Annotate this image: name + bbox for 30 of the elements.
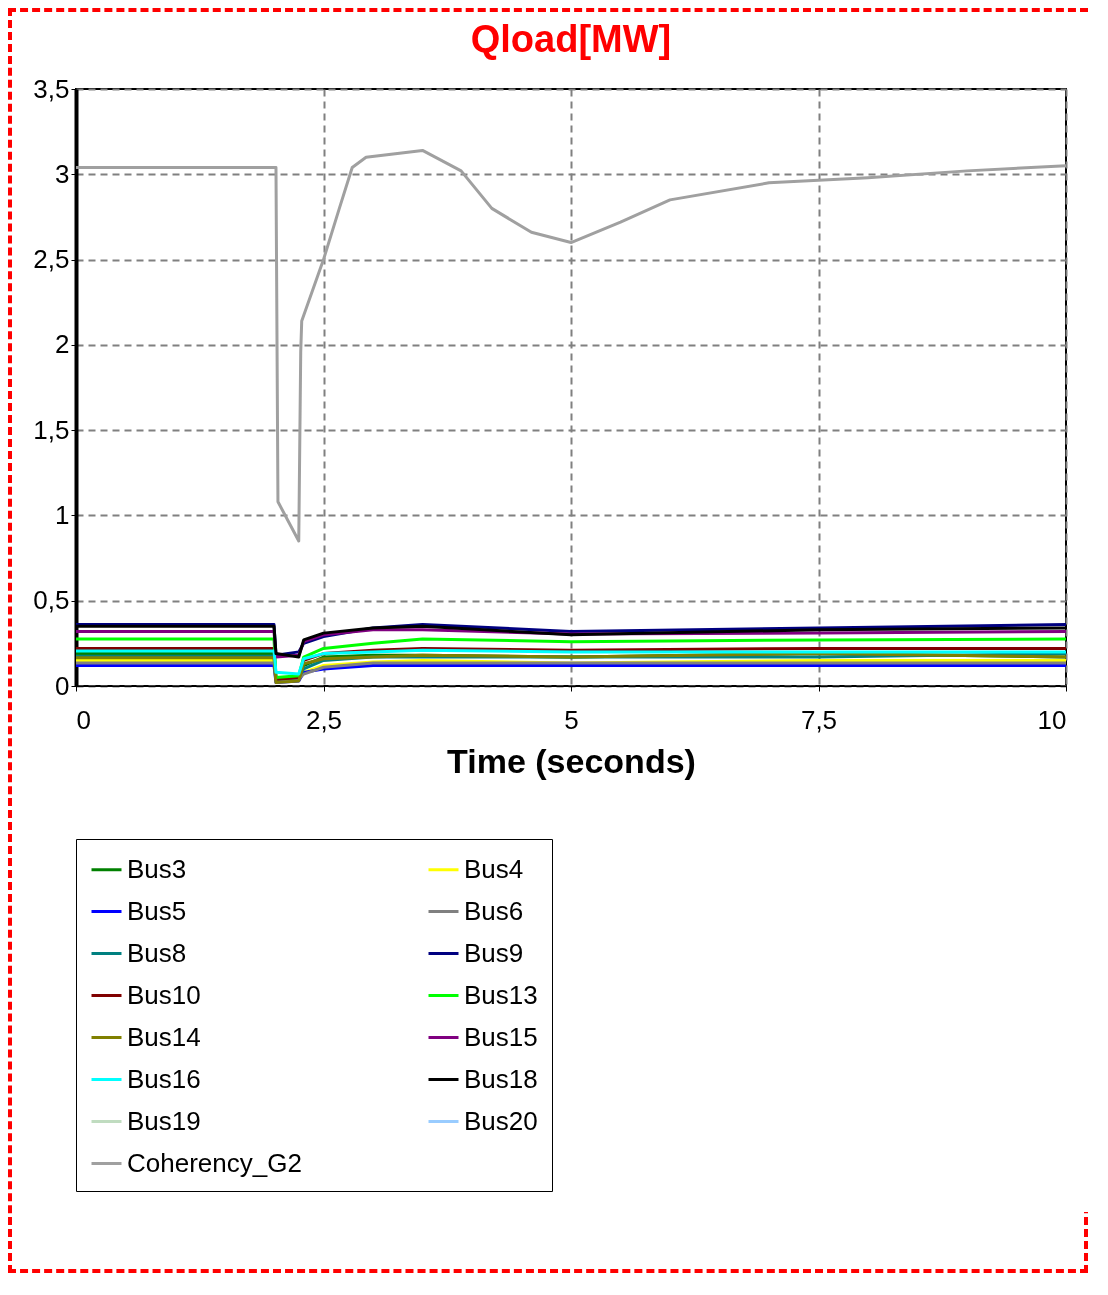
legend-label: Bus10 (127, 979, 201, 1010)
y-tick-label: 1,5 (33, 414, 70, 445)
legend-label: Bus16 (127, 1063, 201, 1094)
legend-label: Bus3 (127, 853, 187, 884)
legend-label: Bus13 (464, 979, 538, 1010)
x-tick-label: 2,5 (305, 704, 343, 735)
legend-label: Bus5 (127, 895, 187, 926)
legend-label: Bus14 (127, 1021, 201, 1052)
y-tick-label: 0,5 (33, 585, 70, 616)
legend-label: Bus19 (127, 1105, 201, 1136)
x-tick-label: 0 (76, 704, 91, 735)
x-tick-label: 10 (1037, 704, 1067, 735)
legend-label: Bus4 (464, 853, 524, 884)
legend-label: Bus6 (464, 895, 524, 926)
x-tick-label: 5 (564, 704, 579, 735)
legend-label: Bus18 (464, 1063, 538, 1094)
x-axis-title: Time (seconds) (447, 741, 696, 780)
legend-label: Bus15 (464, 1021, 538, 1052)
legend-label: Bus9 (464, 937, 524, 968)
x-tick-label: 7,5 (800, 704, 838, 735)
legend-label: Bus20 (464, 1105, 538, 1136)
y-tick-label: 1 (55, 499, 70, 530)
y-tick-label: 2,5 (33, 244, 70, 275)
y-tick-label: 0 (55, 670, 70, 701)
chart-title: Qload[MW] (470, 18, 672, 60)
y-tick-label: 3,5 (33, 73, 70, 104)
y-tick-label: 2 (55, 329, 70, 360)
legend-label: Coherency_G2 (127, 1147, 302, 1178)
y-tick-label: 3 (55, 158, 70, 189)
legend-label: Bus8 (127, 937, 187, 968)
